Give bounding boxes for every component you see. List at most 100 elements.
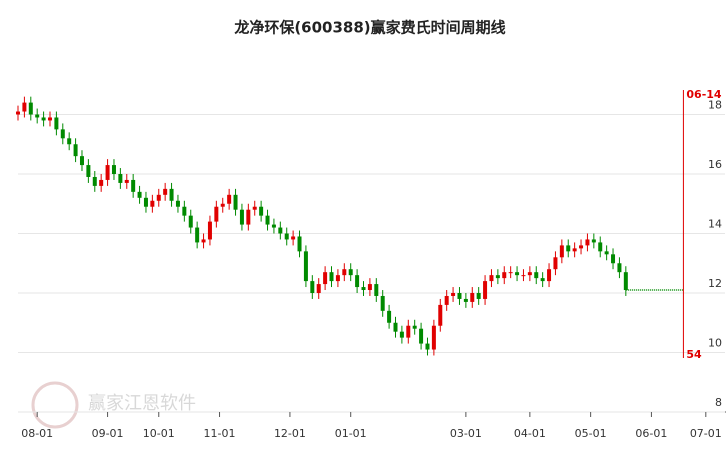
- candle-body: [617, 263, 622, 273]
- x-tick-label: 08-01: [21, 427, 53, 440]
- candle-body: [175, 200, 180, 207]
- candle-body: [233, 194, 238, 210]
- candle-body: [623, 272, 628, 291]
- candle-body: [323, 272, 328, 285]
- candle-body: [431, 325, 436, 350]
- candle-body: [425, 343, 430, 350]
- candle-body: [515, 272, 520, 276]
- candle-body: [124, 179, 129, 183]
- candle-body: [355, 275, 360, 288]
- candle-body: [572, 248, 577, 252]
- candle-body: [35, 114, 40, 118]
- candle-body: [361, 287, 366, 291]
- candle-body: [143, 197, 148, 207]
- candle-body: [284, 233, 289, 240]
- candle-body: [387, 310, 392, 323]
- x-tick-label: 06-01: [635, 427, 667, 440]
- candle-body: [291, 236, 296, 240]
- watermark: 赢家江恩软件: [88, 392, 196, 414]
- candle-body: [470, 293, 475, 302]
- candle-body: [342, 269, 347, 276]
- candle-body: [239, 209, 244, 225]
- candle-body: [406, 325, 411, 338]
- candle-body: [540, 278, 545, 282]
- candle-body: [131, 179, 136, 192]
- candle-body: [451, 293, 456, 296]
- candle-body: [463, 298, 468, 302]
- candle-body: [559, 245, 564, 258]
- candle-body: [156, 194, 161, 201]
- candle-body: [521, 275, 526, 277]
- candle-body: [444, 295, 449, 305]
- candle-body: [118, 174, 123, 183]
- candle-body: [367, 284, 372, 291]
- candle-body: [169, 188, 174, 201]
- candle-body: [60, 129, 65, 139]
- candle-body: [547, 269, 552, 282]
- candle-body: [207, 221, 212, 240]
- candle-body: [534, 272, 539, 279]
- candle-body: [591, 239, 596, 243]
- candle-body: [316, 284, 321, 293]
- candle-body: [502, 272, 507, 279]
- candle-body: [585, 239, 590, 246]
- candle-body: [393, 322, 398, 332]
- candle-body: [553, 257, 558, 270]
- candle-body: [54, 117, 59, 130]
- candle-body: [86, 165, 91, 177]
- candle-body: [579, 245, 584, 249]
- y-tick-label: 8: [715, 396, 722, 409]
- x-tick-label: 04-01: [514, 427, 546, 440]
- x-tick-label: 07-01: [690, 427, 722, 440]
- candle-body: [303, 251, 308, 282]
- y-tick-label: 14: [708, 218, 722, 231]
- candle-body: [182, 206, 187, 216]
- candle-body: [16, 111, 20, 115]
- candle-body: [73, 144, 78, 157]
- candle-body: [527, 272, 532, 276]
- candle-body: [28, 102, 33, 115]
- candle-body: [41, 117, 46, 121]
- candle-body: [227, 194, 232, 204]
- x-tick-label: 01-01: [335, 427, 367, 440]
- y-tick-label: 10: [708, 337, 722, 350]
- candle-body: [163, 188, 168, 195]
- chart-title: 龙净环保(600388)赢家费氏时间周期线: [233, 19, 505, 37]
- candle-body: [335, 275, 340, 282]
- candle-body: [297, 236, 302, 252]
- candle-body: [611, 254, 616, 264]
- candle-body: [278, 227, 283, 234]
- candle-body: [457, 293, 462, 299]
- x-tick-label: 11-01: [204, 427, 236, 440]
- y-tick-label: 12: [708, 277, 722, 290]
- candle-body: [271, 224, 276, 228]
- y-tick-label: 16: [708, 158, 722, 171]
- candle-body: [79, 156, 84, 166]
- x-tick-label: 12-01: [274, 427, 306, 440]
- candle-body: [438, 304, 443, 326]
- candle-body: [214, 206, 219, 222]
- candle-body: [150, 200, 155, 207]
- candle-body: [92, 176, 97, 186]
- candle-body: [99, 179, 104, 186]
- candle-body: [246, 209, 251, 225]
- y-tick-label: 18: [708, 99, 722, 112]
- candle-body: [374, 284, 379, 296]
- candle-body: [329, 272, 334, 282]
- candle-body: [566, 245, 571, 252]
- candle-body: [399, 331, 404, 338]
- candle-body: [598, 242, 603, 252]
- candle-body: [483, 281, 488, 299]
- candle-body: [310, 281, 315, 293]
- candle-body: [111, 165, 116, 174]
- x-tick-label: 10-01: [143, 427, 175, 440]
- x-tick-label: 03-01: [450, 427, 482, 440]
- candle-body: [259, 206, 264, 216]
- candle-body: [412, 325, 417, 329]
- candle-body: [380, 295, 385, 311]
- candle-body: [495, 275, 500, 279]
- candle-body: [604, 251, 609, 255]
- candle-body: [47, 117, 52, 121]
- candle-body: [195, 227, 200, 243]
